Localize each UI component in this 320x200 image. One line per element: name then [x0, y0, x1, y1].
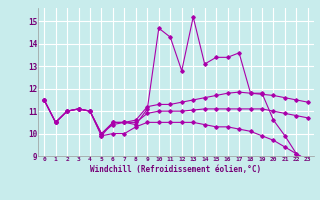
X-axis label: Windchill (Refroidissement éolien,°C): Windchill (Refroidissement éolien,°C) — [91, 165, 261, 174]
